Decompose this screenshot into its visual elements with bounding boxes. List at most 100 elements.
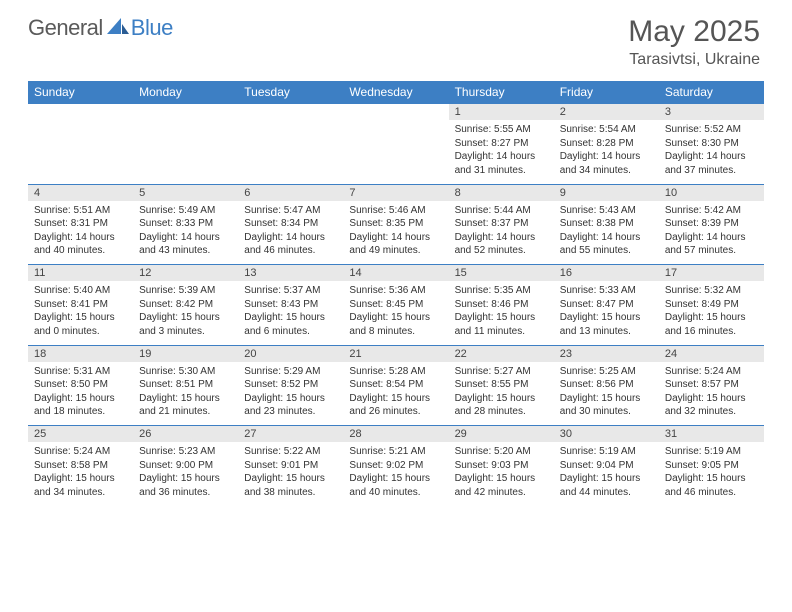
- sunset-line: Sunset: 8:35 PM: [349, 217, 442, 231]
- daylight-line: Daylight: 14 hours and 46 minutes.: [244, 231, 337, 258]
- sunset-line: Sunset: 8:55 PM: [455, 378, 548, 392]
- daylight-line: Daylight: 14 hours and 49 minutes.: [349, 231, 442, 258]
- weekday-header: Thursday: [449, 81, 554, 104]
- sunset-line: Sunset: 8:30 PM: [665, 137, 758, 151]
- daylight-line: Daylight: 15 hours and 8 minutes.: [349, 311, 442, 338]
- day-cell: Sunrise: 5:19 AMSunset: 9:05 PMDaylight:…: [659, 442, 764, 506]
- sunset-line: Sunset: 9:01 PM: [244, 459, 337, 473]
- day-number: 13: [238, 265, 343, 282]
- daynum-row: 25262728293031: [28, 426, 764, 443]
- daylight-line: Daylight: 15 hours and 44 minutes.: [560, 472, 653, 499]
- day-cell: Sunrise: 5:35 AMSunset: 8:46 PMDaylight:…: [449, 281, 554, 345]
- day-number: 8: [449, 184, 554, 201]
- sunrise-line: Sunrise: 5:25 AM: [560, 365, 653, 379]
- content-row: Sunrise: 5:55 AMSunset: 8:27 PMDaylight:…: [28, 120, 764, 184]
- empty-cell: [343, 120, 448, 184]
- day-number: 28: [343, 426, 448, 443]
- sunset-line: Sunset: 8:38 PM: [560, 217, 653, 231]
- daynum-row: 123: [28, 104, 764, 121]
- weekday-header: Saturday: [659, 81, 764, 104]
- day-number: 4: [28, 184, 133, 201]
- empty-cell: [28, 104, 133, 121]
- day-number: 22: [449, 345, 554, 362]
- sunset-line: Sunset: 8:41 PM: [34, 298, 127, 312]
- sunset-line: Sunset: 8:49 PM: [665, 298, 758, 312]
- sunrise-line: Sunrise: 5:37 AM: [244, 284, 337, 298]
- daylight-line: Daylight: 15 hours and 16 minutes.: [665, 311, 758, 338]
- day-cell: Sunrise: 5:39 AMSunset: 8:42 PMDaylight:…: [133, 281, 238, 345]
- sunset-line: Sunset: 8:58 PM: [34, 459, 127, 473]
- sunrise-line: Sunrise: 5:30 AM: [139, 365, 232, 379]
- day-number: 5: [133, 184, 238, 201]
- sunset-line: Sunset: 8:42 PM: [139, 298, 232, 312]
- day-cell: Sunrise: 5:20 AMSunset: 9:03 PMDaylight:…: [449, 442, 554, 506]
- day-number: 14: [343, 265, 448, 282]
- day-number: 2: [554, 104, 659, 121]
- day-number: 19: [133, 345, 238, 362]
- day-cell: Sunrise: 5:28 AMSunset: 8:54 PMDaylight:…: [343, 362, 448, 426]
- daylight-line: Daylight: 15 hours and 11 minutes.: [455, 311, 548, 338]
- day-number: 31: [659, 426, 764, 443]
- sunrise-line: Sunrise: 5:33 AM: [560, 284, 653, 298]
- day-number: 16: [554, 265, 659, 282]
- day-number: 27: [238, 426, 343, 443]
- weekday-header-row: SundayMondayTuesdayWednesdayThursdayFrid…: [28, 81, 764, 104]
- weekday-header: Friday: [554, 81, 659, 104]
- brand-part1: General: [28, 15, 103, 41]
- daynum-row: 18192021222324: [28, 345, 764, 362]
- day-cell: Sunrise: 5:52 AMSunset: 8:30 PMDaylight:…: [659, 120, 764, 184]
- sunset-line: Sunset: 8:31 PM: [34, 217, 127, 231]
- day-cell: Sunrise: 5:21 AMSunset: 9:02 PMDaylight:…: [343, 442, 448, 506]
- daylight-line: Daylight: 15 hours and 3 minutes.: [139, 311, 232, 338]
- sunrise-line: Sunrise: 5:54 AM: [560, 123, 653, 137]
- sunrise-line: Sunrise: 5:23 AM: [139, 445, 232, 459]
- daylight-line: Daylight: 15 hours and 6 minutes.: [244, 311, 337, 338]
- empty-cell: [238, 104, 343, 121]
- day-cell: Sunrise: 5:24 AMSunset: 8:57 PMDaylight:…: [659, 362, 764, 426]
- day-cell: Sunrise: 5:42 AMSunset: 8:39 PMDaylight:…: [659, 201, 764, 265]
- empty-cell: [238, 120, 343, 184]
- day-cell: Sunrise: 5:47 AMSunset: 8:34 PMDaylight:…: [238, 201, 343, 265]
- day-cell: Sunrise: 5:24 AMSunset: 8:58 PMDaylight:…: [28, 442, 133, 506]
- day-cell: Sunrise: 5:46 AMSunset: 8:35 PMDaylight:…: [343, 201, 448, 265]
- sunrise-line: Sunrise: 5:36 AM: [349, 284, 442, 298]
- sunset-line: Sunset: 8:54 PM: [349, 378, 442, 392]
- sunset-line: Sunset: 9:02 PM: [349, 459, 442, 473]
- sunset-line: Sunset: 8:45 PM: [349, 298, 442, 312]
- day-cell: Sunrise: 5:22 AMSunset: 9:01 PMDaylight:…: [238, 442, 343, 506]
- content-row: Sunrise: 5:24 AMSunset: 8:58 PM Daylight:…: [28, 442, 764, 506]
- day-cell: Sunrise: 5:30 AMSunset: 8:51 PMDaylight:…: [133, 362, 238, 426]
- day-number: 23: [554, 345, 659, 362]
- day-number: 25: [28, 426, 133, 443]
- daylight-line: Daylight: 15 hours and 40 minutes.: [349, 472, 442, 499]
- sunrise-line: Sunrise: 5:29 AM: [244, 365, 337, 379]
- day-number: 17: [659, 265, 764, 282]
- empty-cell: [133, 120, 238, 184]
- daylight-line: Daylight: 15 hours and 46 minutes.: [665, 472, 758, 499]
- daylight-line: Daylight: 14 hours and 52 minutes.: [455, 231, 548, 258]
- sunset-line: Sunset: 8:50 PM: [34, 378, 127, 392]
- day-cell: Sunrise: 5:25 AMSunset: 8:56 PMDaylight:…: [554, 362, 659, 426]
- sail-icon: [107, 16, 129, 41]
- sunset-line: Sunset: 8:27 PM: [455, 137, 548, 151]
- day-cell: Sunrise: 5:31 AMSunset: 8:50 PMDaylight:…: [28, 362, 133, 426]
- day-cell: Sunrise: 5:23 AMSunset: 9:00 PMDaylight:…: [133, 442, 238, 506]
- day-cell: Sunrise: 5:44 AMSunset: 8:37 PMDaylight:…: [449, 201, 554, 265]
- sunrise-line: Sunrise: 5:40 AM: [34, 284, 127, 298]
- daylight-line: Daylight: 15 hours and 21 minutes.: [139, 392, 232, 419]
- day-number: 7: [343, 184, 448, 201]
- daylight-line: Daylight: 15 hours and 28 minutes.: [455, 392, 548, 419]
- sunrise-line: Sunrise: 5:51 AM: [34, 204, 127, 218]
- weekday-header: Sunday: [28, 81, 133, 104]
- sunset-line: Sunset: 8:47 PM: [560, 298, 653, 312]
- sunrise-line: Sunrise: 5:19 AM: [560, 445, 653, 459]
- day-number: 24: [659, 345, 764, 362]
- brand-logo: General Blue: [28, 15, 173, 41]
- brand-part2: Blue: [131, 15, 173, 41]
- day-cell: Sunrise: 5:51 AMSunset: 8:31 PMDaylight:…: [28, 201, 133, 265]
- sunrise-line: Sunrise: 5:24 AM: [34, 445, 127, 459]
- day-number: 1: [449, 104, 554, 121]
- day-cell: Sunrise: 5:19 AMSunset: 9:04 PMDaylight:…: [554, 442, 659, 506]
- sunrise-line: Sunrise: 5:19 AM: [665, 445, 758, 459]
- location-subtitle: Tarasivtsi, Ukraine: [628, 51, 760, 69]
